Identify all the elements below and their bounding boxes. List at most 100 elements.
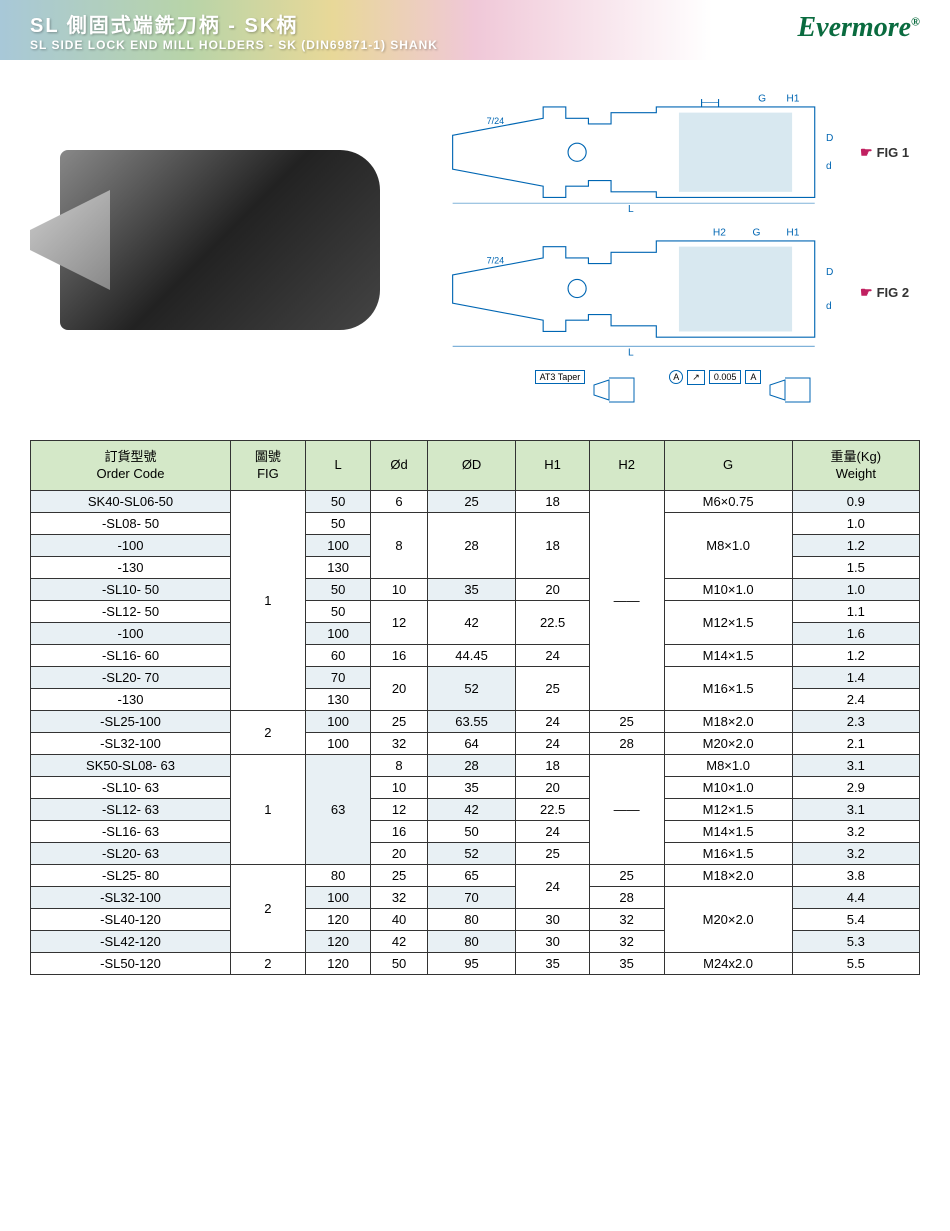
cell-weight: 2.3	[792, 711, 919, 733]
cell-H2: ——	[589, 755, 664, 865]
spec-table: 訂貨型號Order Code 圖號FIG L Ød ØD H1 H2 G 重量(…	[30, 440, 920, 975]
title-en: SL SIDE LOCK END MILL HOLDERS - SK (DIN6…	[30, 38, 438, 52]
cell-L: 100	[305, 711, 371, 733]
cell-G: M10×1.0	[664, 579, 792, 601]
cell-D: 63.55	[427, 711, 516, 733]
tool-holder-image	[60, 150, 380, 330]
cell-D: 52	[427, 667, 516, 711]
cell-weight: 0.9	[792, 491, 919, 513]
cell-D: 70	[427, 887, 516, 909]
cell-d: 10	[371, 579, 427, 601]
cell-L: 50	[305, 579, 371, 601]
cell-L: 63	[305, 755, 371, 865]
cell-d: 12	[371, 799, 427, 821]
cell-G: M18×2.0	[664, 711, 792, 733]
runout-value: 0.005	[709, 370, 742, 384]
cell-order: -SL16- 63	[31, 821, 231, 843]
col-D: ØD	[427, 441, 516, 491]
cell-H2: 25	[589, 865, 664, 887]
cell-D: 35	[427, 579, 516, 601]
cell-L: 100	[305, 887, 371, 909]
title-cn: SL 側固式端銑刀柄 - SK柄	[30, 9, 438, 38]
svg-text:G: G	[752, 228, 760, 239]
cell-L: 50	[305, 513, 371, 535]
table-row: -SL20- 7070205225M16×1.51.4	[31, 667, 920, 689]
cell-d: 12	[371, 601, 427, 645]
cell-L: 120	[305, 953, 371, 975]
cell-D: 42	[427, 799, 516, 821]
cell-order: -SL12- 50	[31, 601, 231, 623]
cell-D: 95	[427, 953, 516, 975]
cell-d: 25	[371, 865, 427, 887]
cell-H1: 24	[516, 733, 589, 755]
cell-d: 42	[371, 931, 427, 953]
cell-order: SK40-SL06-50	[31, 491, 231, 513]
cell-H1: 24	[516, 821, 589, 843]
brand-logo: Evermore®	[798, 12, 921, 44]
cell-weight: 2.9	[792, 777, 919, 799]
cell-fig: 2	[231, 953, 306, 975]
cell-G: M8×1.0	[664, 755, 792, 777]
table-row: -SL10- 5050103520M10×1.01.0	[31, 579, 920, 601]
cell-weight: 1.6	[792, 623, 919, 645]
cell-fig: 1	[231, 491, 306, 711]
cell-weight: 3.2	[792, 843, 919, 865]
cell-H2: 28	[589, 887, 664, 909]
cell-H1: 20	[516, 777, 589, 799]
cell-fig: 1	[231, 755, 306, 865]
col-H2: H2	[589, 441, 664, 491]
cell-D: 28	[427, 513, 516, 579]
cell-weight: 1.2	[792, 535, 919, 557]
col-weight: 重量(Kg)Weight	[792, 441, 919, 491]
product-photo	[30, 90, 410, 390]
svg-text:H1: H1	[786, 228, 799, 239]
cell-G: M12×1.5	[664, 799, 792, 821]
cell-D: 65	[427, 865, 516, 887]
cell-L: 100	[305, 535, 371, 557]
cell-G: M6×0.75	[664, 491, 792, 513]
arrow-icon: ☛	[860, 144, 873, 161]
cell-weight: 1.5	[792, 557, 919, 579]
cell-L: 100	[305, 733, 371, 755]
cell-order: -SL50-120	[31, 953, 231, 975]
cell-G: M8×1.0	[664, 513, 792, 579]
title-block: SL 側固式端銑刀柄 - SK柄 SL SIDE LOCK END MILL H…	[30, 9, 438, 52]
cell-H1: 25	[516, 843, 589, 865]
svg-text:d: d	[826, 301, 832, 312]
cell-H2: ——	[589, 491, 664, 711]
cell-H1: 30	[516, 909, 589, 931]
cell-order: -SL42-120	[31, 931, 231, 953]
cell-D: 25	[427, 491, 516, 513]
col-H1: H1	[516, 441, 589, 491]
svg-text:D: D	[826, 133, 833, 144]
cell-G: M20×2.0	[664, 887, 792, 953]
svg-text:L: L	[628, 204, 634, 214]
cell-d: 8	[371, 755, 427, 777]
svg-text:H1: H1	[786, 93, 799, 104]
cell-G: M16×1.5	[664, 843, 792, 865]
cell-D: 50	[427, 821, 516, 843]
cell-H1: 18	[516, 491, 589, 513]
cell-weight: 3.1	[792, 755, 919, 777]
cell-G: M12×1.5	[664, 601, 792, 645]
svg-text:7/24: 7/24	[487, 256, 505, 266]
cell-order: -SL10- 50	[31, 579, 231, 601]
tolerance-diagrams: AT3 Taper A ↗ 0.005 A	[430, 370, 920, 410]
cell-weight: 3.2	[792, 821, 919, 843]
cell-d: 8	[371, 513, 427, 579]
cell-d: 50	[371, 953, 427, 975]
cell-d: 10	[371, 777, 427, 799]
cell-H1: 18	[516, 755, 589, 777]
cell-D: 80	[427, 909, 516, 931]
fig2-diagram: H2 G H1 L 7/24 D d	[430, 224, 860, 360]
cell-weight: 1.0	[792, 579, 919, 601]
cell-D: 28	[427, 755, 516, 777]
cell-D: 42	[427, 601, 516, 645]
table-row: -SL32-100100327028M20×2.04.4	[31, 887, 920, 909]
technical-diagrams: G H1 L 7/24 D d ☛ FIG 1 H2 G H1	[430, 90, 920, 410]
cell-d: 20	[371, 667, 427, 711]
cell-weight: 2.4	[792, 689, 919, 711]
cell-H1: 35	[516, 953, 589, 975]
table-row: -SL08- 505082818M8×1.01.0	[31, 513, 920, 535]
cell-fig: 2	[231, 711, 306, 755]
